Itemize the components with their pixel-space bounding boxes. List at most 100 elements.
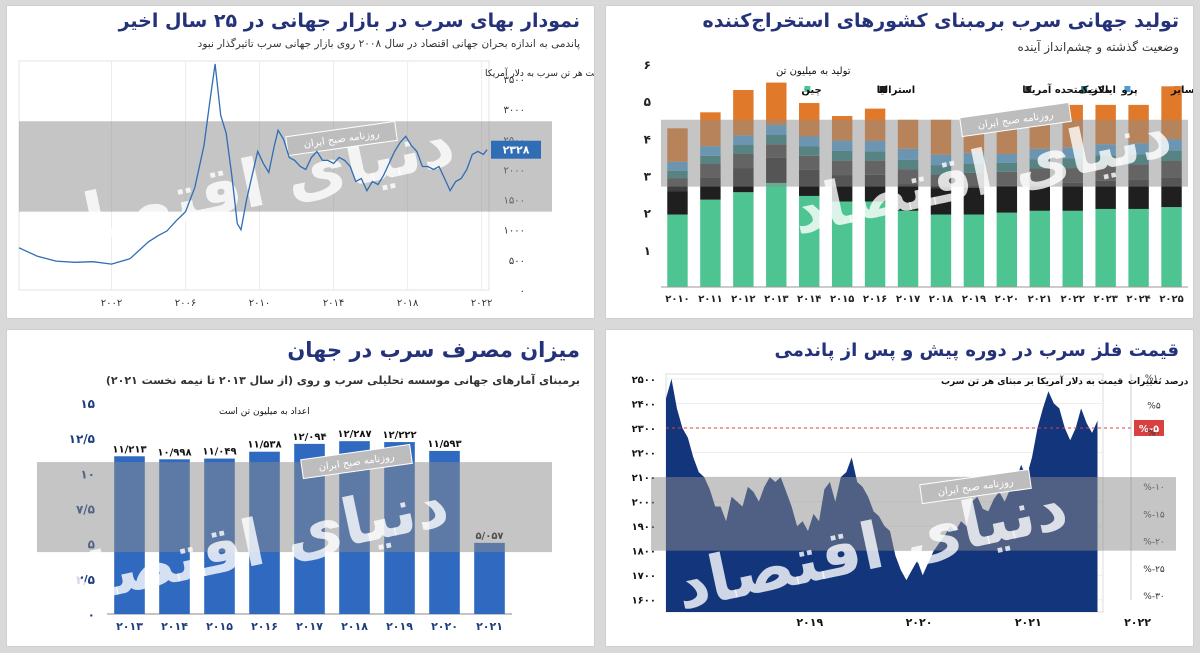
consumption-value-label: ۱۱/۵۹۳	[427, 439, 461, 450]
production-x-tick: ۲۰۱۴	[797, 294, 821, 305]
production-bar-segment	[963, 187, 985, 215]
pandemic-y-tick: ۲۱۰۰	[632, 473, 656, 484]
production-legend-swatch	[1025, 86, 1032, 92]
consumption-y-tick: ۱۲/۵	[69, 432, 95, 446]
consumption-x-tick: ۲۰۱۳	[116, 620, 143, 633]
consumption-x-tick: ۲۰۲۱	[476, 620, 503, 633]
production-x-tick: ۲۰۲۴	[1126, 294, 1150, 305]
production-bar-segment	[1062, 182, 1083, 211]
production-y-tick: ۲	[644, 207, 652, 221]
production-unit-label: تولید به میلیون تن	[776, 66, 851, 77]
consumption-y-tick: ۱۵	[80, 397, 95, 411]
production-x-tick: ۲۰۱۱	[698, 294, 722, 305]
production-bar-segment	[897, 210, 919, 287]
production-legend-swatch	[1081, 86, 1088, 92]
consumption-value-label: ۱۲/۲۸۷	[337, 429, 371, 440]
pandemic-y-tick: ۱۷۰۰	[632, 571, 656, 582]
panel-price-25-years: نمودار بهای سرب در بازار جهانی در ۲۵ سال…	[6, 5, 595, 319]
production-x-tick: ۲۰۲۰	[995, 294, 1019, 305]
pandemic-y-tick: ۱۹۰۰	[632, 522, 656, 533]
production-legend-label: چین	[801, 85, 821, 96]
pandemic-y-tick: ۲۴۰۰	[632, 399, 656, 410]
production-y-tick: ۱	[644, 244, 651, 258]
pandemic-y-tick: ۲۵۰۰	[632, 375, 656, 386]
pandemic-y-tick: ۲۲۰۰	[632, 449, 656, 460]
price25-x-tick: ۲۰۰۲	[101, 298, 122, 309]
production-bar-segment	[897, 184, 919, 211]
consumption-bar	[474, 542, 505, 614]
production-bar-segment	[766, 82, 787, 125]
production-bar-segment	[766, 182, 787, 287]
production-x-tick: ۲۰۱۲	[731, 294, 755, 305]
watermark-stamp-box	[285, 120, 398, 157]
panel-pandemic: قیمت فلز سرب در دوره پیش و پس از پاندمی …	[605, 329, 1194, 647]
pandemic-x-tick: ۲۰۲۲	[1124, 616, 1151, 629]
consumption-value-label: ۱۱/۲۱۳	[112, 444, 146, 455]
pandemic-unit-label: قیمت به دلار آمریکا بر مبنای هر تن سرب	[941, 375, 1123, 387]
production-x-tick: ۲۰۱۵	[830, 294, 854, 305]
production-chart: ۱ ۲ ۳ ۴ ۵ ۶ ۲۰۱۰ ۲۰۱۱ ۲۰۱۲ ۲۰۱۳ ۲۰۱۴ ۲۰۱۵ ۲۰۱۶ ۲۰۱۷ ۲۰…	[644, 58, 1194, 305]
consumption-value-label: ۱۰/۹۹۸	[157, 447, 191, 458]
price25-x-tick: ۲۰۱۴	[323, 298, 344, 309]
production-bar-segment	[1128, 179, 1149, 209]
pandemic-x-tick: ۲۰۱۹	[796, 616, 823, 629]
production-bar-segment	[1095, 208, 1116, 287]
pandemic-right-tick: %۵	[1147, 401, 1161, 411]
production-bar-segment	[667, 191, 688, 215]
price25-x-tick: ۲۰۱۸	[397, 298, 419, 309]
pandemic-right-tick: %۰	[1147, 429, 1160, 439]
pandemic-y-tick: ۱۸۰۰	[632, 547, 656, 558]
production-subtitle: وضعیت گذشته و چشم‌انداز آینده	[1017, 40, 1179, 54]
watermark-stamp-box	[919, 468, 1032, 505]
consumption-value-label: ۱۱/۵۳۸	[247, 440, 281, 451]
price25-last-value: ۲۳۲۸	[503, 144, 530, 157]
price25-x-tick: ۲۰۱۰	[249, 298, 270, 309]
production-bar-segment	[1161, 207, 1182, 287]
consumption-x-tick: ۲۰۱۶	[251, 620, 278, 633]
panel-consumption: میزان مصرف سرب در جهان برمبنای آمارهای ج…	[6, 329, 595, 647]
consumption-x-tick: ۲۰۱۵	[206, 620, 233, 633]
consumption-title: میزان مصرف سرب در جهان	[287, 338, 580, 362]
pandemic-y-tick: ۱۶۰۰	[632, 596, 656, 607]
pandemic-reference-badge	[1134, 419, 1164, 436]
production-legend-label: پرو	[1120, 85, 1137, 96]
pandemic-title: قیمت فلز سرب در دوره پیش و پس از پاندمی	[774, 340, 1180, 361]
production-legend-swatch	[804, 86, 811, 92]
consumption-x-tick: ۲۰۱۷	[296, 620, 323, 633]
consumption-x-tick: ۲۰۲۰	[431, 620, 458, 633]
production-bar-segment	[1128, 208, 1149, 287]
production-bar-segment	[1029, 183, 1050, 211]
production-bar-segment	[996, 212, 1018, 287]
production-legend-label: استرالیا	[877, 85, 916, 96]
production-bar-segment	[996, 185, 1018, 213]
price25-subtitle: پاندمی به اندازه بحران جهانی اقتصاد در س…	[197, 38, 580, 50]
production-bar-segment	[864, 201, 886, 287]
watermark-band	[37, 462, 552, 553]
production-bar-segment	[831, 201, 853, 287]
consumption-subtitle: برمبنای آمارهای جهانی موسسه تحلیلی سرب و…	[105, 374, 580, 387]
price25-y-tick: ۳۵۰۰	[504, 75, 525, 86]
price25-y-tick: ۱۰۰۰	[504, 226, 525, 237]
production-legend-label: سایر	[1170, 85, 1194, 96]
production-x-tick: ۲۰۲۲	[1061, 294, 1085, 305]
price25-unit-label: قیمت هر تن سرب به دلار آمریکا	[485, 67, 595, 79]
production-x-tick: ۲۰۲۵	[1159, 294, 1183, 305]
production-x-tick: ۲۰۱۷	[896, 294, 920, 305]
pandemic-right-tick: %۱۰	[1145, 374, 1163, 384]
pandemic-x-tick: ۲۰۲۰	[906, 616, 933, 629]
consumption-x-tick: ۲۰۱۴	[161, 620, 188, 633]
consumption-y-tick: ۰	[88, 608, 95, 622]
price25-title: نمودار بهای سرب در بازار جهانی در ۲۵ سال…	[118, 10, 580, 32]
production-y-tick: ۵	[644, 95, 651, 109]
production-bar-segment	[1029, 210, 1050, 287]
price25-y-tick: ۳۰۰۰	[504, 105, 525, 116]
pandemic-reference-label: %-۵	[1139, 424, 1159, 435]
price25-last-value-box	[491, 140, 541, 159]
production-x-tick: ۲۰۲۱	[1028, 294, 1052, 305]
production-bar-segment	[1062, 210, 1083, 287]
production-x-tick: ۲۰۱۶	[863, 294, 887, 305]
pandemic-right-label: درصد تغییرات	[1128, 377, 1189, 387]
production-legend-label: ایالات متحده آمریکا	[1022, 83, 1116, 96]
production-legend-swatch	[1124, 86, 1131, 92]
production-title: تولید جهانی سرب برمبنای کشورهای استخراج‌…	[702, 10, 1179, 32]
